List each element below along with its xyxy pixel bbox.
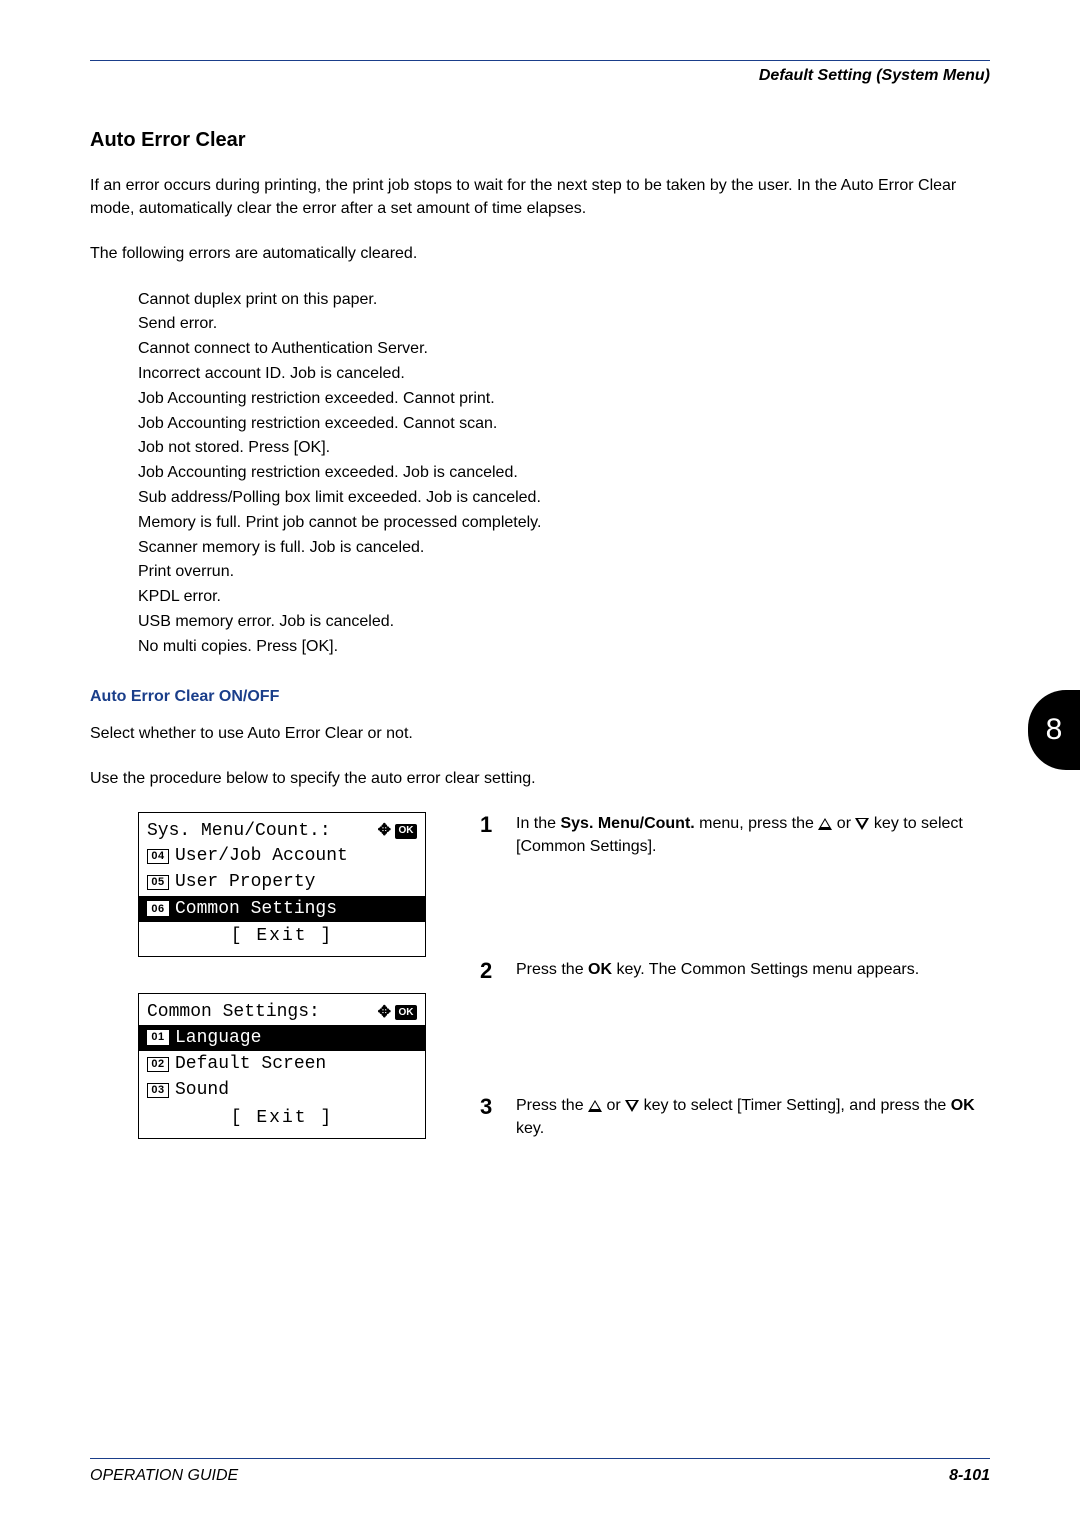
lcd-panel-sys-menu: Sys. Menu/Count.: ✥ OK 04 User/Job Accou…	[138, 812, 426, 957]
error-item: Scanner memory is full. Job is canceled.	[138, 536, 990, 561]
footer: OPERATION GUIDE 8-101	[90, 1458, 990, 1485]
header-rule	[90, 60, 990, 61]
lcd-row: 02 Default Screen	[147, 1051, 417, 1077]
lcd-title: Sys. Menu/Count.:	[147, 819, 331, 843]
step-text: Press the OK key. The Common Settings me…	[516, 958, 919, 984]
error-item: Job Accounting restriction exceeded. Can…	[138, 387, 990, 412]
step-3: 3 Press the or key to select [Timer Sett…	[480, 1094, 990, 1140]
row-num-box: 02	[147, 1057, 169, 1072]
lcd-row-label: Language	[175, 1026, 261, 1050]
triangle-up-icon	[588, 1100, 602, 1112]
error-item: Cannot duplex print on this paper.	[138, 288, 990, 313]
section-title: Auto Error Clear	[90, 129, 990, 152]
lcd-panel-common-settings: Common Settings: ✥ OK 01 Language 02 Def…	[138, 993, 426, 1138]
step-1: 1 In the Sys. Menu/Count. menu, press th…	[480, 812, 990, 858]
step-2: 2 Press the OK key. The Common Settings …	[480, 958, 990, 984]
ok-badge-icon: OK	[395, 1005, 417, 1020]
lcd-row-selected: 06 Common Settings	[139, 896, 425, 922]
lcd-row-label: User/Job Account	[175, 844, 348, 868]
lcd-row-label: Sound	[175, 1078, 229, 1102]
row-num-box: 06	[147, 901, 169, 916]
error-item: Job Accounting restriction exceeded. Job…	[138, 461, 990, 486]
lcd-title: Common Settings:	[147, 1000, 320, 1024]
header-section: Default Setting (System Menu)	[90, 67, 990, 85]
error-item: KPDL error.	[138, 585, 990, 610]
step-text: In the Sys. Menu/Count. menu, press the …	[516, 812, 990, 858]
lcd-exit: [ Exit ]	[147, 1104, 417, 1130]
lcd-row-label: Common Settings	[175, 897, 337, 921]
error-item: Print overrun.	[138, 560, 990, 585]
error-item: Cannot connect to Authentication Server.	[138, 337, 990, 362]
procedure-paragraph: Use the procedure below to specify the a…	[90, 767, 990, 790]
step-number: 2	[480, 958, 498, 984]
row-num-box: 05	[147, 875, 169, 890]
intro-paragraph: If an error occurs during printing, the …	[90, 174, 990, 220]
lcd-row: 05 User Property	[147, 869, 417, 895]
error-item: No multi copies. Press [OK].	[138, 635, 990, 660]
lcd-row-label: Default Screen	[175, 1052, 326, 1076]
triangle-down-icon	[855, 818, 869, 830]
step-number: 3	[480, 1094, 498, 1140]
lcd-row: 03 Sound	[147, 1077, 417, 1103]
lcd-row: 04 User/Job Account	[147, 843, 417, 869]
select-paragraph: Select whether to use Auto Error Clear o…	[90, 722, 990, 745]
footer-page-number: 8-101	[949, 1467, 990, 1485]
footer-left: OPERATION GUIDE	[90, 1467, 238, 1485]
lcd-exit: [ Exit ]	[147, 922, 417, 948]
lcd-row-label: User Property	[175, 870, 315, 894]
triangle-down-icon	[625, 1100, 639, 1112]
row-num-box: 03	[147, 1083, 169, 1098]
row-num-box: 01	[147, 1030, 169, 1045]
error-item: USB memory error. Job is canceled.	[138, 610, 990, 635]
error-item: Send error.	[138, 312, 990, 337]
ok-badge-icon: OK	[395, 824, 417, 839]
nav-diamond-icon: ✥	[378, 820, 391, 842]
triangle-up-icon	[818, 818, 832, 830]
error-item: Job Accounting restriction exceeded. Can…	[138, 412, 990, 437]
error-item: Incorrect account ID. Job is canceled.	[138, 362, 990, 387]
lcd-row-selected: 01 Language	[139, 1025, 425, 1051]
sub-heading: Auto Error Clear ON/OFF	[90, 688, 990, 706]
step-number: 1	[480, 812, 498, 858]
error-item: Job not stored. Press [OK].	[138, 436, 990, 461]
row-num-box: 04	[147, 849, 169, 864]
error-item: Sub address/Polling box limit exceeded. …	[138, 486, 990, 511]
nav-diamond-icon: ✥	[378, 1002, 391, 1024]
error-list: Cannot duplex print on this paper. Send …	[138, 288, 990, 660]
following-errors-label: The following errors are automatically c…	[90, 242, 990, 265]
error-item: Memory is full. Print job cannot be proc…	[138, 511, 990, 536]
step-text: Press the or key to select [Timer Settin…	[516, 1094, 990, 1140]
